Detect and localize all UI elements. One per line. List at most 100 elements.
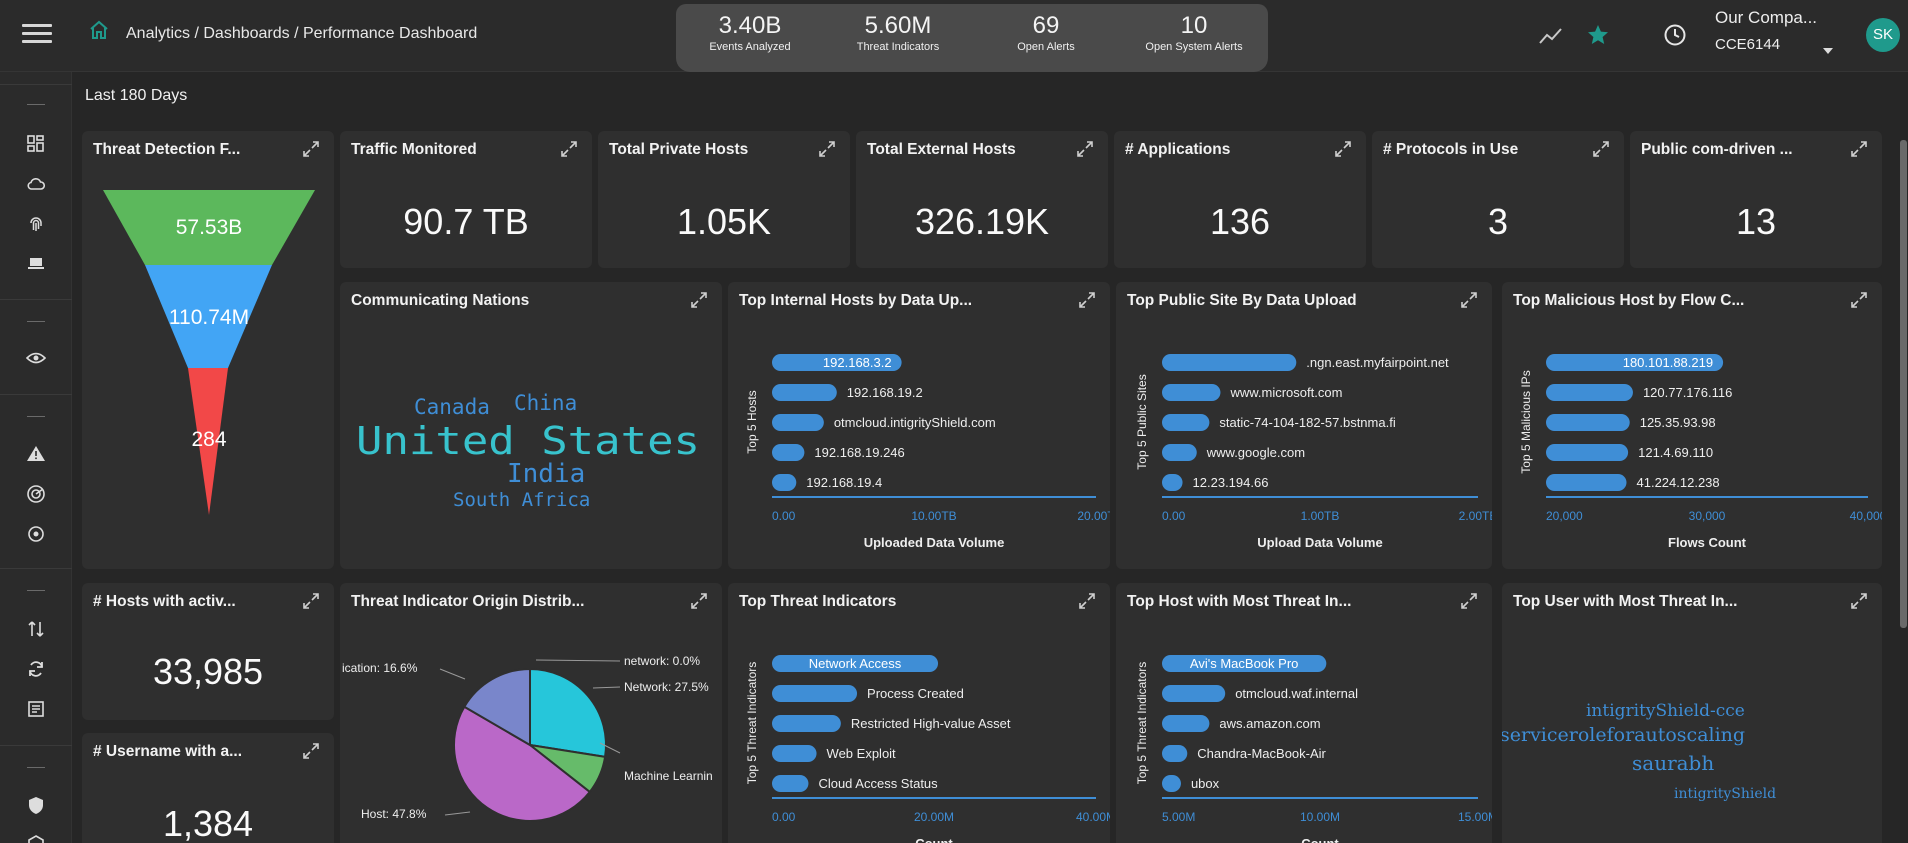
expand-icon[interactable]: [302, 140, 320, 158]
card-title: # Protocols in Use: [1383, 141, 1519, 158]
pie-slice[interactable]: [453, 705, 592, 822]
expand-icon[interactable]: [1850, 291, 1868, 309]
expand-icon[interactable]: [1592, 140, 1610, 158]
dashboard-icon[interactable]: [26, 134, 46, 154]
word-cloud-term[interactable]: South Africa: [453, 489, 590, 511]
expand-icon[interactable]: [1460, 291, 1478, 309]
stat-open-system-alerts[interactable]: 10 Open System Alerts: [1120, 4, 1268, 72]
settings-icon[interactable]: [26, 834, 46, 843]
kpi-value: 90.7 TB: [403, 201, 529, 242]
bar[interactable]: [772, 715, 841, 732]
expand-icon[interactable]: [1076, 140, 1094, 158]
bar[interactable]: [1162, 414, 1210, 431]
bar[interactable]: [1162, 715, 1210, 732]
scrollbar[interactable]: [1900, 140, 1907, 628]
laptop-icon[interactable]: [26, 254, 46, 274]
bar-label: otmcloud.intigrityShield.com: [834, 415, 996, 430]
funnel-level[interactable]: [103, 190, 315, 265]
bar[interactable]: [1546, 414, 1630, 431]
home-icon[interactable]: [87, 18, 111, 42]
bar[interactable]: [1162, 444, 1197, 461]
breadcrumb[interactable]: Analytics / Dashboards / Performance Das…: [126, 25, 478, 42]
bar[interactable]: [1546, 384, 1633, 401]
expand-icon[interactable]: [1850, 592, 1868, 610]
bar[interactable]: [772, 444, 805, 461]
expand-icon[interactable]: [1334, 140, 1352, 158]
word-cloud-term[interactable]: intigrityShield-cce: [1586, 701, 1745, 721]
bar[interactable]: [772, 384, 837, 401]
expand-icon[interactable]: [560, 140, 578, 158]
bar[interactable]: [1162, 685, 1226, 702]
bar[interactable]: [1546, 474, 1627, 491]
transfer-icon[interactable]: [26, 619, 46, 639]
pie-slice[interactable]: [462, 667, 531, 747]
bar[interactable]: [772, 655, 939, 672]
company-selector[interactable]: Our Compa... CCE6144: [1715, 8, 1835, 54]
card-applications: # Applications 136: [1114, 131, 1366, 268]
bar[interactable]: [1546, 444, 1629, 461]
clock-icon[interactable]: [1663, 23, 1687, 47]
expand-icon[interactable]: [302, 742, 320, 760]
bar-label: static-74-104-182-57.bstnma.fi: [1219, 415, 1395, 430]
x-tick-label: 0.00: [1162, 509, 1186, 523]
x-tick-label: 10.00TB: [911, 509, 956, 523]
stat-threat-indicators[interactable]: 5.60M Threat Indicators: [824, 4, 972, 72]
avatar[interactable]: SK: [1866, 18, 1900, 52]
funnel-level[interactable]: [145, 265, 272, 368]
bar[interactable]: [1162, 384, 1221, 401]
word-cloud-term[interactable]: India: [507, 459, 585, 489]
expand-icon[interactable]: [1078, 592, 1096, 610]
bar[interactable]: [772, 775, 809, 792]
expand-icon[interactable]: [1460, 592, 1478, 610]
expand-icon[interactable]: [1078, 291, 1096, 309]
bar[interactable]: [1162, 655, 1327, 672]
expand-icon[interactable]: [690, 291, 708, 309]
bar[interactable]: [772, 474, 797, 491]
bar-label: 41.224.12.238: [1637, 475, 1720, 490]
sync-icon[interactable]: [26, 659, 46, 679]
word-cloud-term[interactable]: saurabh: [1632, 751, 1714, 775]
stat-open-alerts[interactable]: 69 Open Alerts: [972, 4, 1120, 72]
target-icon[interactable]: [26, 524, 46, 544]
warning-icon[interactable]: [26, 444, 46, 464]
bar[interactable]: [1162, 354, 1297, 371]
expand-icon[interactable]: [302, 592, 320, 610]
shield-icon[interactable]: [26, 795, 46, 815]
bar[interactable]: [1546, 354, 1724, 371]
expand-icon[interactable]: [1850, 140, 1868, 158]
stat-value: 5.60M: [864, 12, 932, 39]
stat-label: Events Analyzed: [709, 41, 791, 53]
bar[interactable]: [1162, 474, 1183, 491]
funnel-level[interactable]: [188, 368, 228, 515]
bar[interactable]: [772, 354, 902, 371]
word-cloud-term[interactable]: intigrityShield: [1674, 786, 1776, 802]
menu-icon[interactable]: [22, 24, 52, 48]
word-cloud-term[interactable]: serviceroleforautoscaling: [1502, 724, 1745, 746]
pie-label: Machine Learnin: [624, 769, 713, 783]
bar[interactable]: [772, 414, 824, 431]
word-cloud-term[interactable]: United States: [356, 419, 700, 463]
report-icon[interactable]: [26, 699, 46, 719]
date-range-label[interactable]: Last 180 Days: [85, 87, 188, 104]
bar[interactable]: [772, 745, 817, 762]
x-tick-label: 0.00: [772, 810, 796, 824]
radar-icon[interactable]: [26, 484, 46, 504]
pie-slice[interactable]: [529, 667, 607, 759]
expand-icon[interactable]: [690, 592, 708, 610]
stat-events-analyzed[interactable]: 3.40B Events Analyzed: [676, 4, 824, 72]
word-cloud-term[interactable]: China: [514, 391, 577, 415]
trend-icon[interactable]: [1538, 26, 1564, 46]
bar-label: Web Exploit: [827, 746, 897, 761]
word-cloud-term[interactable]: Canada: [414, 395, 490, 419]
card-title: # Hosts with activ...: [93, 593, 236, 610]
star-icon[interactable]: [1586, 23, 1610, 47]
eye-icon[interactable]: [26, 348, 46, 368]
expand-icon[interactable]: [818, 140, 836, 158]
sidebar: [0, 72, 72, 843]
cloud-icon[interactable]: [26, 174, 46, 194]
bar[interactable]: [1162, 775, 1181, 792]
bar[interactable]: [1162, 745, 1188, 762]
bar-chart: Avi's MacBook Pro otmcloud.waf.internal aw…: [1135, 655, 1492, 843]
fingerprint-icon[interactable]: [26, 214, 46, 234]
bar[interactable]: [772, 685, 858, 702]
